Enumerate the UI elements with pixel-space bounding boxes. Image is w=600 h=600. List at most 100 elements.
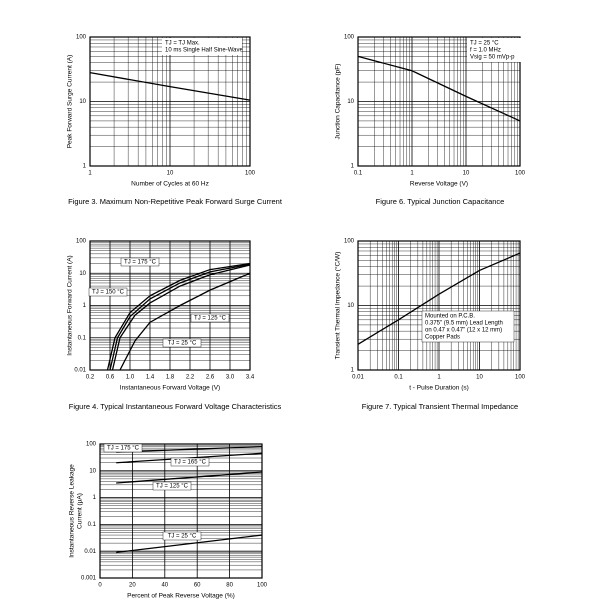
series-label-box <box>88 287 128 297</box>
plot-frame <box>89 240 251 371</box>
series-label: TJ = 125 °C <box>194 316 227 322</box>
annotation: TJ = 25 °C <box>470 41 499 47</box>
series-label: TJ = 175 °C <box>107 446 140 452</box>
x-tick-label: 10 <box>167 171 174 177</box>
y-tick-label: 100 <box>344 35 355 41</box>
figure-title: Figure 6. Typical Junction Capacitance <box>376 197 505 206</box>
y-tick-label: 1 <box>83 303 87 309</box>
annotation: Vsig = 50 mVp-p <box>470 55 515 61</box>
plot-frame <box>357 36 521 167</box>
y-tick-label: 10 <box>79 99 86 105</box>
x-tick-label: 20 <box>129 583 136 589</box>
annotation: TJ = TJ Max. <box>165 41 200 47</box>
series-label: TJ = 165 °C <box>174 460 207 466</box>
x-tick-label: 2.2 <box>186 375 195 381</box>
plot-frame <box>99 443 263 579</box>
series-label: TJ = 125 °C <box>156 484 189 490</box>
y-tick-label: 0.1 <box>78 335 87 341</box>
figure-title: Figure 7. Typical Transient Thermal Impe… <box>362 402 518 411</box>
x-tick-label: 3.4 <box>246 375 255 381</box>
annotation: f = 1.0 MHz <box>470 48 501 54</box>
figure-title: Figure 4. Typical Instantaneous Forward … <box>69 402 282 411</box>
x-tick-label: 0.1 <box>354 171 363 177</box>
x-tick-label: 1.0 <box>126 375 135 381</box>
x-tick-label: 1.8 <box>166 375 175 381</box>
x-tick-label: 0.2 <box>86 375 95 381</box>
x-tick-label: 100 <box>515 171 526 177</box>
x-axis-label: Percent of Peak Reverse Voltage (%) <box>127 593 235 600</box>
x-tick-label: 0.01 <box>352 375 364 381</box>
y-tick-label: 100 <box>76 35 87 41</box>
y-axis-label: Instantaneous Forward Current (A) <box>67 255 74 355</box>
plot-frame <box>89 36 251 167</box>
x-tick-label: 3.0 <box>226 375 235 381</box>
x-tick-label: 0.1 <box>394 375 403 381</box>
y-tick-label: 1 <box>93 495 97 501</box>
x-tick-label: 100 <box>515 375 526 381</box>
x-tick-label: 1 <box>88 171 92 177</box>
annotation: Copper Pads <box>425 335 460 341</box>
figure-title: Figure 3. Maximum Non-Repetitive Peak Fo… <box>68 197 283 206</box>
plot-frame <box>357 240 521 371</box>
annotation: 10 ms Single Half Sine-Wave <box>165 48 243 54</box>
data-line <box>116 471 263 484</box>
x-tick-label: 10 <box>476 375 483 381</box>
y-tick-label: 1 <box>83 164 87 170</box>
series-label: TJ = 150 °C <box>92 290 125 296</box>
series-label-box <box>103 443 143 453</box>
y-tick-label: 0.001 <box>81 576 97 582</box>
series-label: TJ = 25 °C <box>168 534 197 540</box>
y-tick-label: 1 <box>351 368 355 374</box>
y-tick-label: 0.01 <box>84 549 96 555</box>
annotation: 0.375" (9.5 mm) Lead Length <box>425 321 503 327</box>
x-tick-label: 10 <box>463 171 470 177</box>
annotation-box <box>162 38 242 55</box>
y-tick-label: 1 <box>351 164 355 170</box>
series-label-box <box>162 531 202 541</box>
y-tick-label: 100 <box>76 239 87 245</box>
x-tick-label: 2.6 <box>206 375 215 381</box>
y-tick-label: 10 <box>89 468 96 474</box>
series-label-box <box>162 338 202 348</box>
y-tick-label: 10 <box>347 99 354 105</box>
data-line <box>357 252 521 345</box>
y-axis-label: Peak Forward Surge Current (A) <box>67 55 74 149</box>
x-tick-label: 100 <box>257 583 268 589</box>
x-tick-label: 0 <box>98 583 102 589</box>
y-tick-label: 100 <box>86 442 97 448</box>
x-axis-label: t - Pulse Duration (s) <box>409 385 469 392</box>
series-label-box <box>170 457 210 467</box>
data-line <box>119 272 251 371</box>
y-tick-label: 0.1 <box>88 522 97 528</box>
y-axis-label: Current (μA) <box>77 493 84 529</box>
annotation: on 0.47 x 0.47" (12 x 12 mm) <box>425 328 502 334</box>
data-line <box>111 264 251 371</box>
x-tick-label: 1 <box>437 375 441 381</box>
annotation-box <box>467 38 547 62</box>
x-tick-label: 40 <box>161 583 168 589</box>
y-tick-label: 10 <box>79 271 86 277</box>
x-tick-label: 1.4 <box>146 375 155 381</box>
data-line <box>89 72 251 101</box>
y-axis-label: Transient Thermal Impedance (°C/W) <box>334 252 342 360</box>
y-tick-label: 10 <box>347 303 354 309</box>
y-axis-label: Instantaneous Reverse Leakage <box>69 464 76 558</box>
data-line <box>106 262 251 371</box>
data-line <box>357 55 521 122</box>
series-label-box <box>120 257 160 267</box>
series-label: TJ = 175 °C <box>124 260 157 266</box>
x-axis-label: Number of Cycles at 60 Hz <box>131 181 209 188</box>
x-axis-label: Reverse Voltage (V) <box>410 181 468 188</box>
y-axis-label: Junction Capacitance (pF) <box>335 64 342 140</box>
data-line <box>116 534 263 554</box>
series-label: TJ = 25 °C <box>168 341 197 347</box>
series-label-box <box>152 481 192 491</box>
x-tick-label: 0.6 <box>106 375 115 381</box>
x-tick-label: 100 <box>245 171 256 177</box>
y-tick-label: 100 <box>344 239 355 245</box>
annotation-box <box>421 310 515 343</box>
x-axis-label: Instantaneous Forward Voltage (V) <box>120 385 220 392</box>
x-tick-label: 60 <box>194 583 201 589</box>
y-tick-label: 0.01 <box>74 368 86 374</box>
